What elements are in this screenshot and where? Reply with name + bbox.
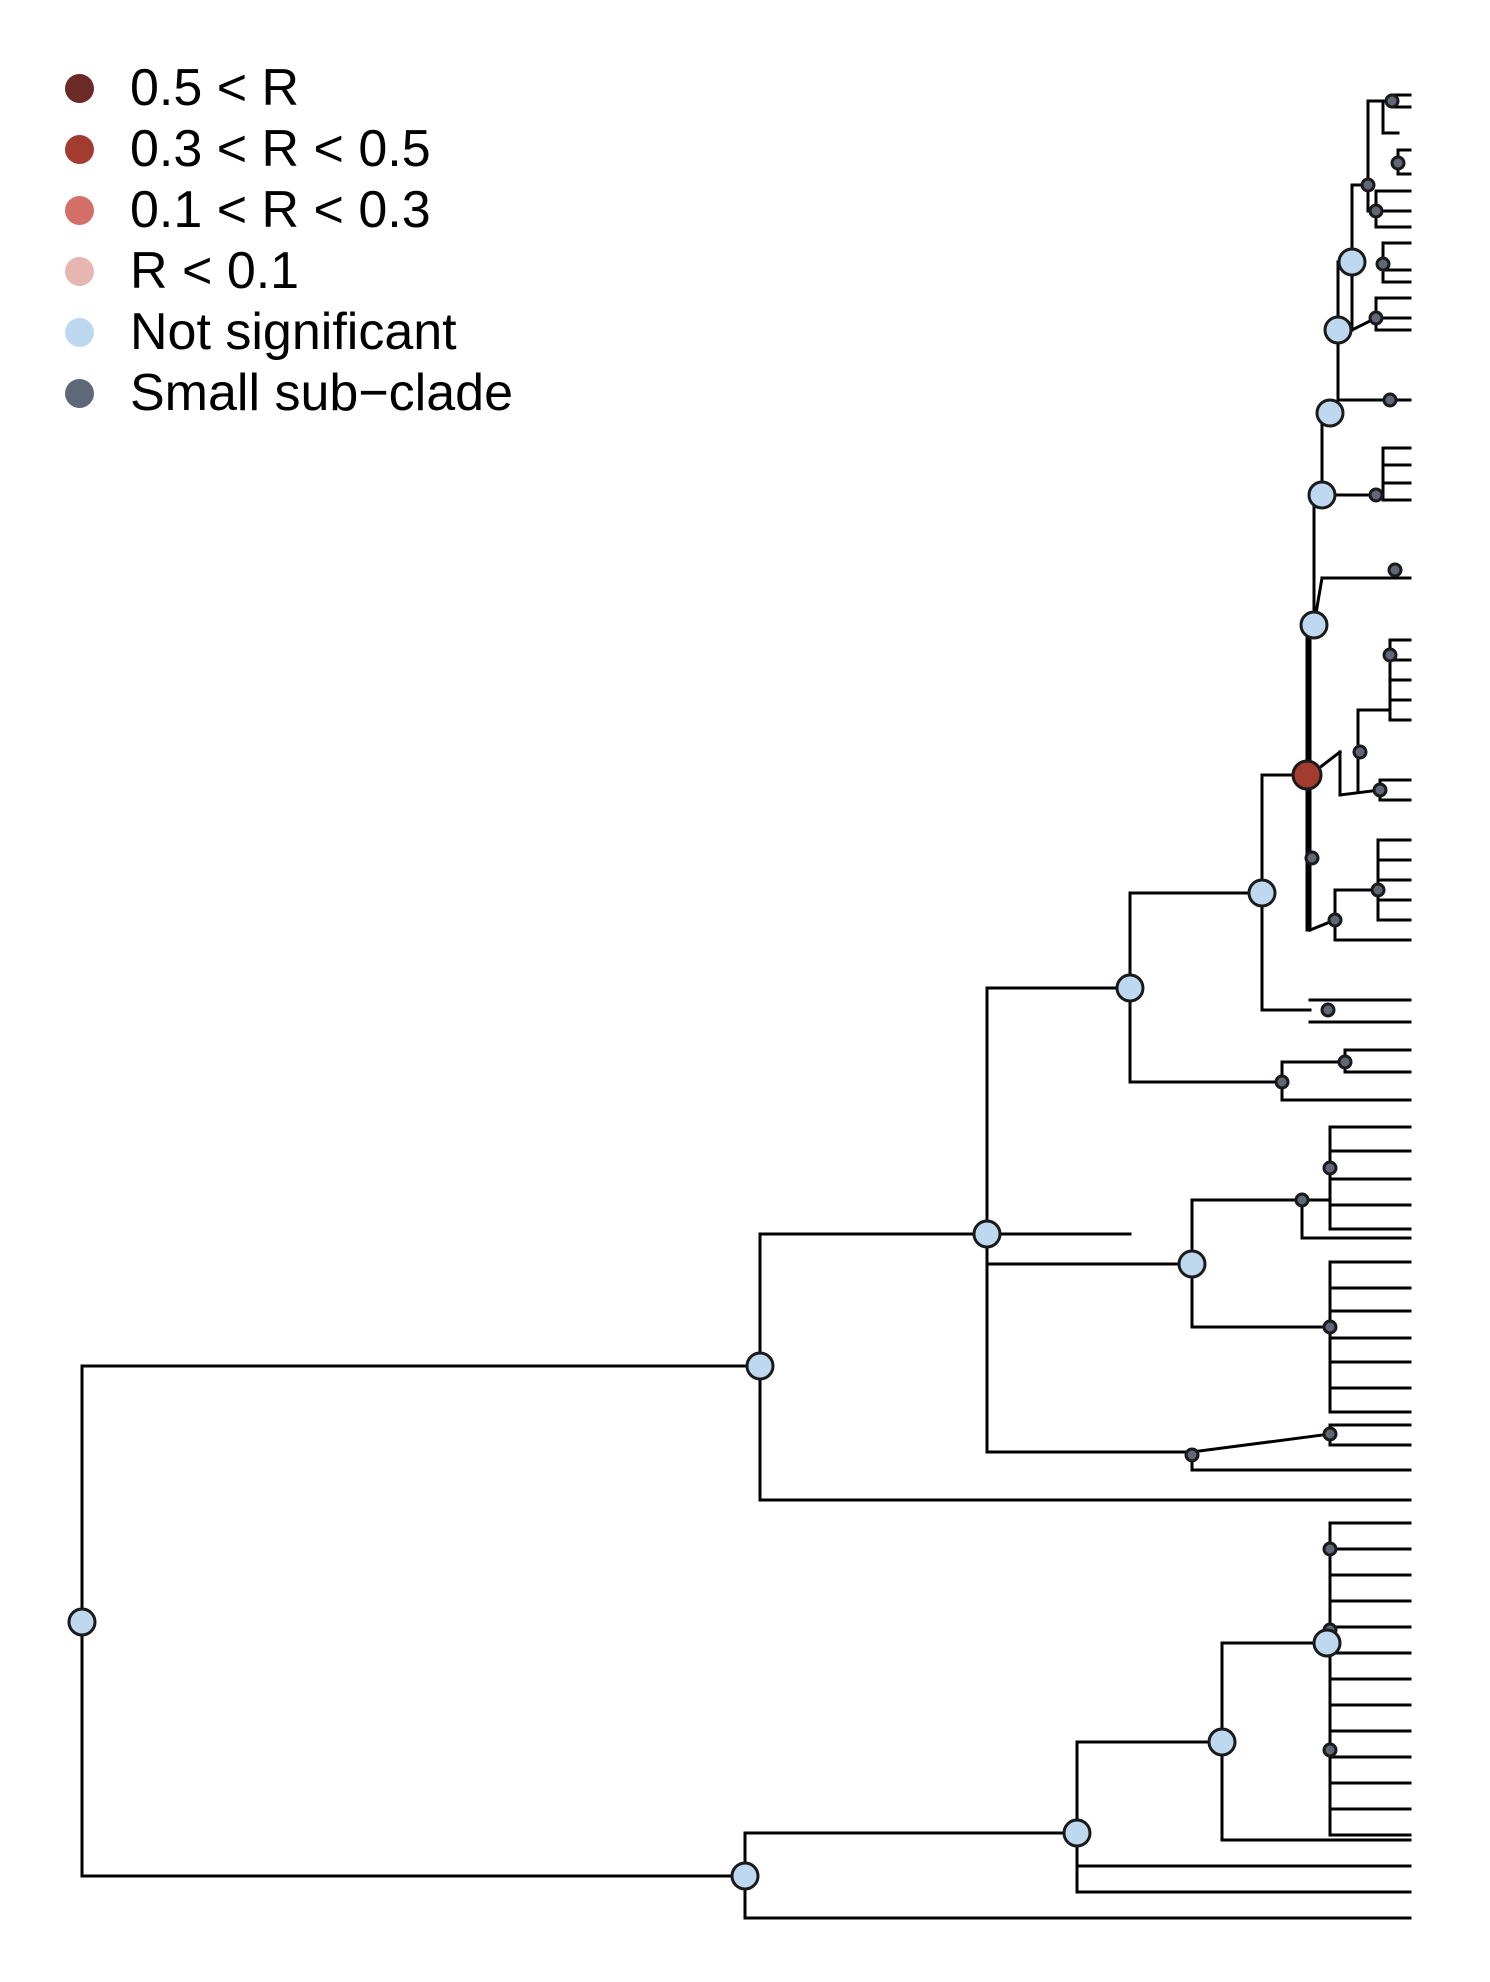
legend-label: 0.3 < R < 0.5: [130, 120, 431, 178]
legend-item-r-lt-0-1: R < 0.1: [60, 241, 513, 302]
small-sub-clade-node: [1322, 1319, 1338, 1335]
legend-marker-r-gt-0-5: [65, 74, 94, 103]
not-significant-node: [1177, 1249, 1207, 1279]
not-significant-node: [1323, 315, 1353, 345]
small-sub-clade-node: [1372, 782, 1388, 798]
legend-label: 0.5 < R: [130, 59, 300, 117]
small-sub-clade-node: [1390, 155, 1406, 171]
branch-line: [1190, 1432, 1332, 1454]
small-sub-clade-node: [1384, 93, 1400, 109]
legend-marker-r-0-3-0-5: [65, 135, 94, 164]
legend-marker-not-significant: [65, 318, 94, 347]
small-sub-clade-node: [1294, 1192, 1310, 1208]
not-significant-node: [972, 1219, 1002, 1249]
not-significant-node: [1307, 480, 1337, 510]
small-sub-clade-node: [1322, 1541, 1338, 1557]
not-significant-node: [1312, 1628, 1342, 1658]
legend: 0.5 < R 0.3 < R < 0.5 0.1 < R < 0.3 R < …: [60, 58, 513, 424]
small-sub-clade-node: [1320, 1002, 1336, 1018]
small-sub-clade-node: [1360, 177, 1376, 193]
small-sub-clade-node: [1184, 1447, 1200, 1463]
small-sub-clade-node: [1368, 203, 1384, 219]
legend-label: Small sub−clade: [130, 364, 513, 422]
not-significant-node: [1115, 973, 1145, 1003]
not-significant-node: [1247, 878, 1277, 908]
legend-marker-small-sub-clade: [65, 379, 94, 408]
small-sub-clade-node: [1274, 1074, 1290, 1090]
legend-item-r-gt-0-5: 0.5 < R: [60, 58, 513, 119]
small-sub-clade-node: [1327, 912, 1343, 928]
small-sub-clade-node: [1382, 392, 1398, 408]
significant-node-r-0-3-0-5: [1291, 759, 1323, 791]
not-significant-node: [730, 1861, 760, 1891]
legend-marker-r-0-1-0-3: [65, 196, 94, 225]
small-sub-clade-node: [1304, 850, 1320, 866]
small-sub-clade-node: [1375, 256, 1391, 272]
not-significant-node: [1337, 247, 1367, 277]
small-sub-clade-node: [1382, 647, 1398, 663]
small-sub-clade-node: [1337, 1054, 1353, 1070]
legend-item-r-0-3-0-5: 0.3 < R < 0.5: [60, 119, 513, 180]
legend-label: Not significant: [130, 303, 457, 361]
small-sub-clade-node: [1368, 310, 1384, 326]
legend-label: 0.1 < R < 0.3: [130, 181, 431, 239]
small-sub-clade-node: [1368, 487, 1384, 503]
not-significant-node: [1207, 1727, 1237, 1757]
small-sub-clade-node: [1322, 1160, 1338, 1176]
small-sub-clade-node: [1387, 562, 1403, 578]
small-sub-clade-node: [1322, 1426, 1338, 1442]
legend-item-r-0-1-0-3: 0.1 < R < 0.3: [60, 180, 513, 241]
legend-marker-r-lt-0-1: [65, 257, 94, 286]
not-significant-node: [1315, 398, 1345, 428]
not-significant-node: [1062, 1818, 1092, 1848]
small-sub-clade-node: [1370, 882, 1386, 898]
not-significant-node: [1299, 610, 1329, 640]
small-sub-clade-node: [1322, 1742, 1338, 1758]
legend-item-small-sub-clade: Small sub−clade: [60, 363, 513, 424]
not-significant-node: [745, 1351, 775, 1381]
legend-item-not-significant: Not significant: [60, 302, 513, 363]
legend-label: R < 0.1: [130, 242, 300, 300]
not-significant-node: [67, 1607, 97, 1637]
small-sub-clade-node: [1352, 744, 1368, 760]
